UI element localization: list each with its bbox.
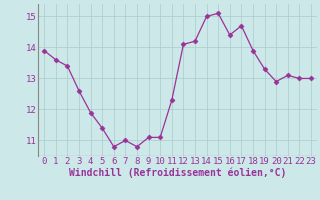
X-axis label: Windchill (Refroidissement éolien,°C): Windchill (Refroidissement éolien,°C) <box>69 168 286 178</box>
